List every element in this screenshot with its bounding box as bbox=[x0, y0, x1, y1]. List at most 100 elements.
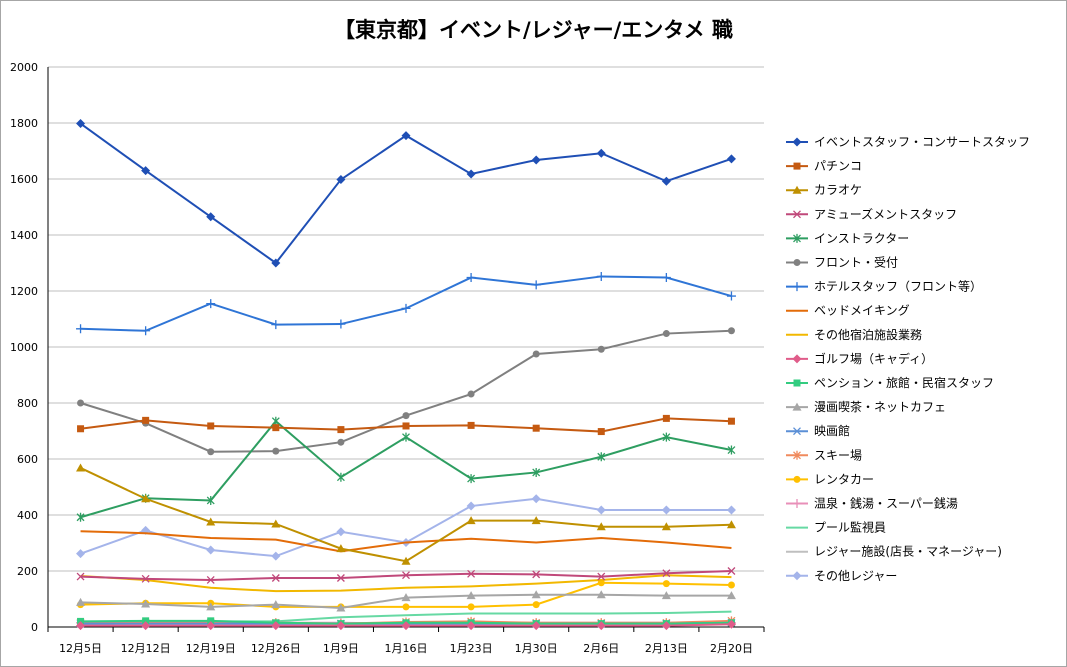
legend-label: アミューズメントスタッフ bbox=[814, 206, 957, 221]
y-tick-label: 800 bbox=[17, 397, 38, 410]
data-point bbox=[596, 590, 606, 599]
data-point bbox=[141, 326, 151, 336]
x-tick-label: 2月6日 bbox=[583, 642, 619, 655]
data-point bbox=[402, 571, 410, 580]
data-point bbox=[597, 452, 606, 462]
legend-label: ゴルフ場（キャディ） bbox=[814, 351, 933, 366]
data-point bbox=[661, 505, 671, 515]
legend-label: 映画館 bbox=[814, 423, 850, 438]
legend-label: 温泉・銭湯・スーパー銭湯 bbox=[814, 496, 958, 511]
data-point bbox=[141, 166, 151, 176]
y-tick-label: 200 bbox=[17, 565, 38, 578]
data-point bbox=[467, 390, 475, 398]
data-point bbox=[76, 324, 86, 334]
data-point bbox=[466, 591, 476, 600]
data-point bbox=[531, 621, 541, 631]
legend-label: レジャー施設(店長・マネージャー) bbox=[814, 544, 1002, 559]
data-point bbox=[402, 603, 410, 611]
data-point bbox=[402, 432, 410, 442]
data-point bbox=[532, 570, 541, 579]
data-point bbox=[336, 603, 346, 612]
data-point bbox=[596, 522, 606, 531]
data-point bbox=[532, 467, 541, 477]
legend-label: 漫画喫茶・ネットカフェ bbox=[814, 399, 946, 414]
y-tick-label: 1200 bbox=[10, 285, 38, 298]
data-point bbox=[336, 175, 346, 185]
data-point bbox=[271, 519, 281, 528]
data-point bbox=[466, 501, 476, 511]
data-point bbox=[141, 621, 151, 631]
data-point bbox=[401, 556, 411, 565]
data-point bbox=[207, 617, 215, 625]
data-point bbox=[271, 574, 280, 582]
data-point bbox=[662, 414, 670, 422]
legend-marker bbox=[793, 475, 801, 483]
legend-label: スキー場 bbox=[814, 448, 862, 462]
data-point bbox=[662, 569, 671, 578]
data-point bbox=[142, 416, 150, 424]
data-point bbox=[206, 495, 215, 505]
data-point bbox=[726, 154, 736, 164]
legend-label: イベントスタッフ・コンサートスタッフ bbox=[814, 135, 1030, 149]
data-point bbox=[727, 581, 735, 589]
data-point bbox=[336, 319, 346, 329]
legend-marker bbox=[793, 427, 801, 436]
y-tick-label: 1600 bbox=[10, 173, 38, 186]
legend-label: ベッドメイキング bbox=[814, 304, 910, 318]
data-point bbox=[726, 591, 736, 600]
y-tick-label: 1000 bbox=[10, 341, 38, 354]
data-point bbox=[272, 447, 280, 455]
y-tick-label: 1800 bbox=[10, 117, 38, 130]
series-line bbox=[80, 574, 732, 593]
data-point bbox=[77, 399, 85, 407]
data-point bbox=[726, 520, 736, 529]
data-point bbox=[531, 280, 541, 290]
data-point bbox=[531, 494, 541, 504]
y-tick-label: 400 bbox=[17, 509, 38, 522]
data-point bbox=[466, 516, 476, 525]
data-point bbox=[336, 472, 345, 482]
data-point bbox=[661, 176, 671, 186]
data-point bbox=[272, 424, 280, 432]
data-point bbox=[336, 544, 346, 553]
legend-marker bbox=[793, 210, 801, 219]
data-point bbox=[207, 448, 215, 456]
data-point bbox=[402, 422, 410, 430]
data-point bbox=[662, 580, 670, 588]
data-point bbox=[142, 617, 150, 625]
data-point bbox=[532, 350, 540, 358]
legend-label: カラオケ bbox=[814, 183, 862, 197]
data-point bbox=[467, 421, 475, 429]
data-point bbox=[467, 569, 476, 578]
y-tick-label: 2000 bbox=[10, 61, 38, 74]
data-point bbox=[661, 273, 671, 283]
data-point bbox=[662, 330, 670, 338]
data-point bbox=[271, 621, 281, 631]
data-point bbox=[337, 438, 345, 446]
data-point bbox=[76, 621, 86, 631]
data-point bbox=[76, 597, 86, 606]
y-tick-label: 1400 bbox=[10, 229, 38, 242]
x-tick-label: 12月26日 bbox=[251, 642, 301, 655]
data-point bbox=[271, 600, 281, 609]
data-point bbox=[77, 425, 85, 433]
data-point bbox=[532, 601, 540, 609]
data-point bbox=[597, 345, 605, 353]
data-point bbox=[141, 494, 151, 503]
y-tick-label: 600 bbox=[17, 453, 38, 466]
data-point bbox=[402, 412, 410, 420]
data-point bbox=[726, 291, 736, 301]
data-point bbox=[76, 549, 86, 559]
data-point bbox=[206, 299, 216, 309]
data-point bbox=[596, 148, 606, 158]
data-point bbox=[141, 574, 150, 583]
data-point bbox=[271, 551, 281, 561]
data-point bbox=[596, 621, 606, 631]
legend-marker bbox=[793, 450, 801, 460]
data-point bbox=[76, 572, 85, 581]
data-point bbox=[206, 602, 216, 611]
data-point bbox=[206, 621, 216, 631]
data-point bbox=[727, 445, 736, 455]
